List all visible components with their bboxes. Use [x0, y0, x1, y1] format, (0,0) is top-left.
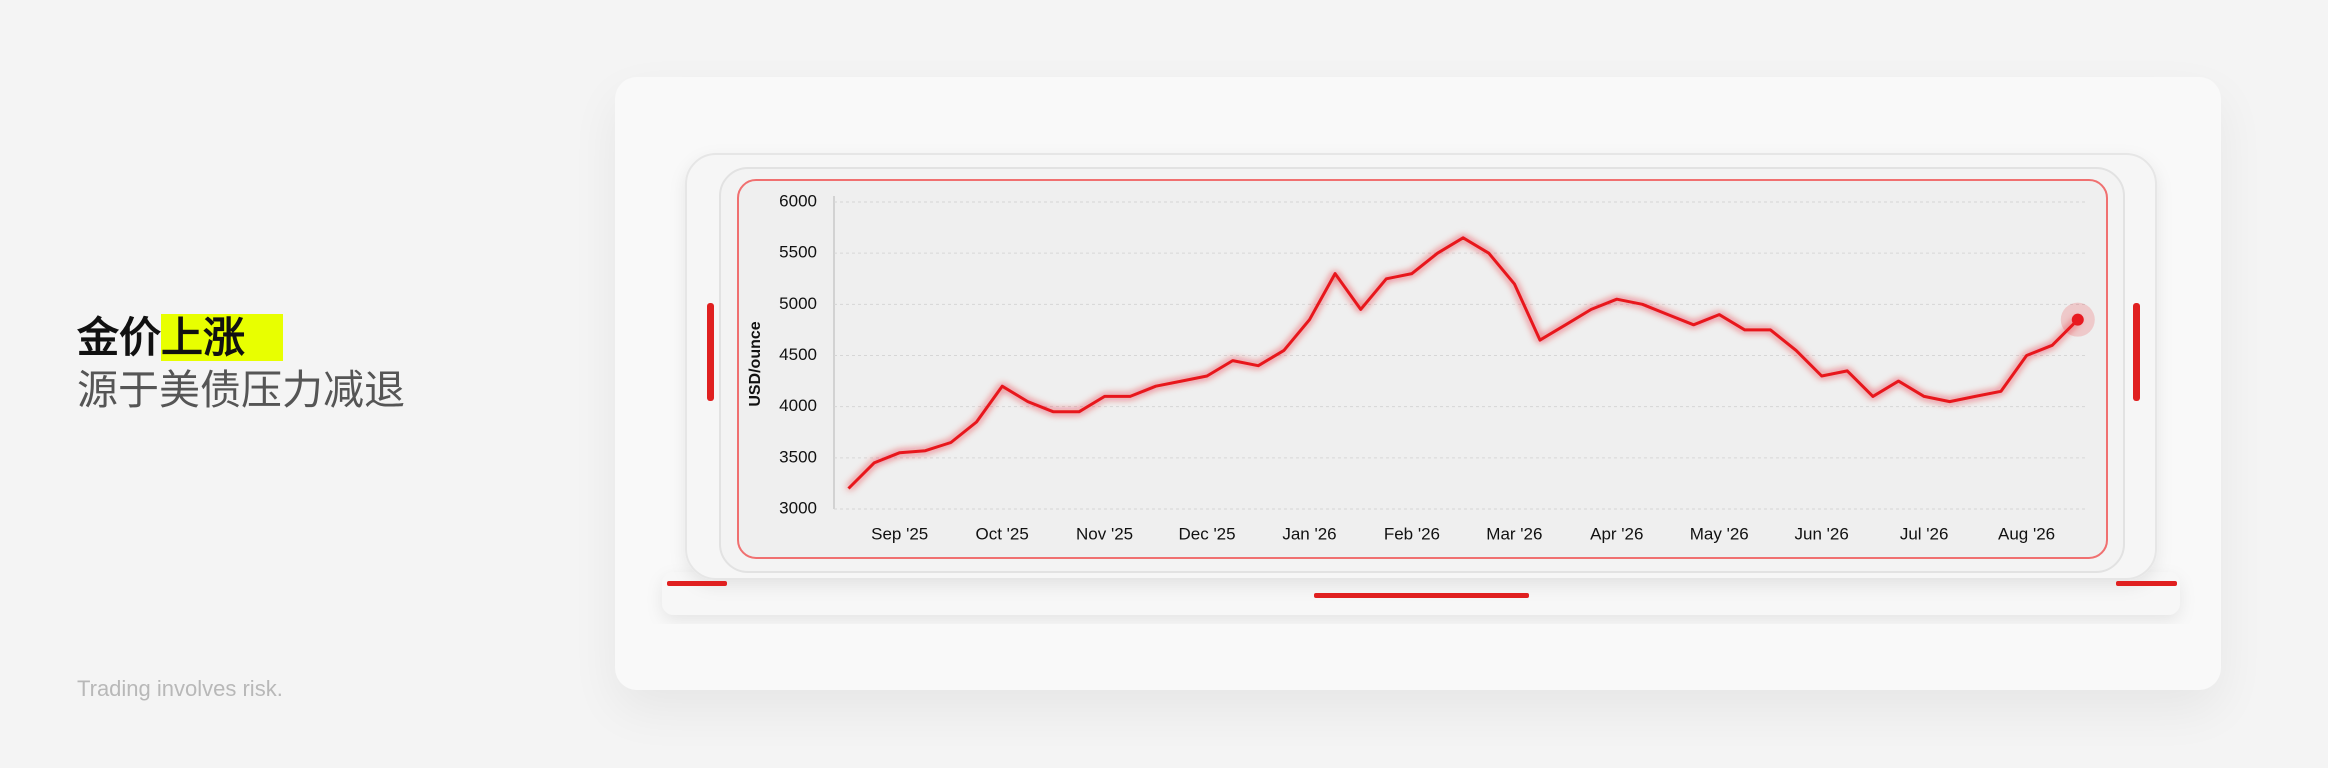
base-accent — [2116, 581, 2177, 586]
subheadline: 源于美债压力减退 — [77, 367, 405, 413]
y-tick-label: 3500 — [779, 447, 817, 466]
y-tick-label: 4000 — [779, 396, 817, 415]
x-tick-label: Oct '25 — [975, 524, 1028, 543]
side-accent — [707, 303, 714, 401]
headline: 金价上涨 — [77, 312, 284, 364]
x-tick-label: Mar '26 — [1486, 524, 1542, 543]
x-tick-label: Jul '26 — [1900, 524, 1949, 543]
x-tick-label: Apr '26 — [1590, 524, 1643, 543]
x-tick-label: Jun '26 — [1795, 524, 1849, 543]
headline-highlight: 上涨 — [161, 314, 284, 361]
x-tick-label: Feb '26 — [1384, 524, 1440, 543]
x-tick-label: Dec '25 — [1178, 524, 1235, 543]
x-tick-label: Nov '25 — [1076, 524, 1133, 543]
base-accent — [1314, 593, 1529, 598]
x-tick-label: Jan '26 — [1282, 524, 1336, 543]
y-tick-label: 4500 — [779, 345, 817, 364]
side-accent — [2133, 303, 2140, 401]
y-tick-label: 5000 — [779, 294, 817, 313]
y-tick-label: 3000 — [779, 498, 817, 517]
end-point — [2071, 313, 2084, 326]
price-line — [847, 236, 2079, 490]
chart-screen — [737, 179, 2108, 559]
x-tick-label: Sep '25 — [871, 524, 928, 543]
x-tick-label: May '26 — [1690, 524, 1749, 543]
x-tick-label: Aug '26 — [1998, 524, 2055, 543]
y-tick-label: 5500 — [779, 243, 817, 262]
headline-text: 金价 — [77, 314, 162, 361]
y-axis-label: USD/ounce — [747, 321, 764, 406]
disclaimer: Trading involves risk. — [77, 676, 283, 701]
base-accent — [667, 581, 727, 586]
y-tick-label: 6000 — [779, 191, 817, 210]
